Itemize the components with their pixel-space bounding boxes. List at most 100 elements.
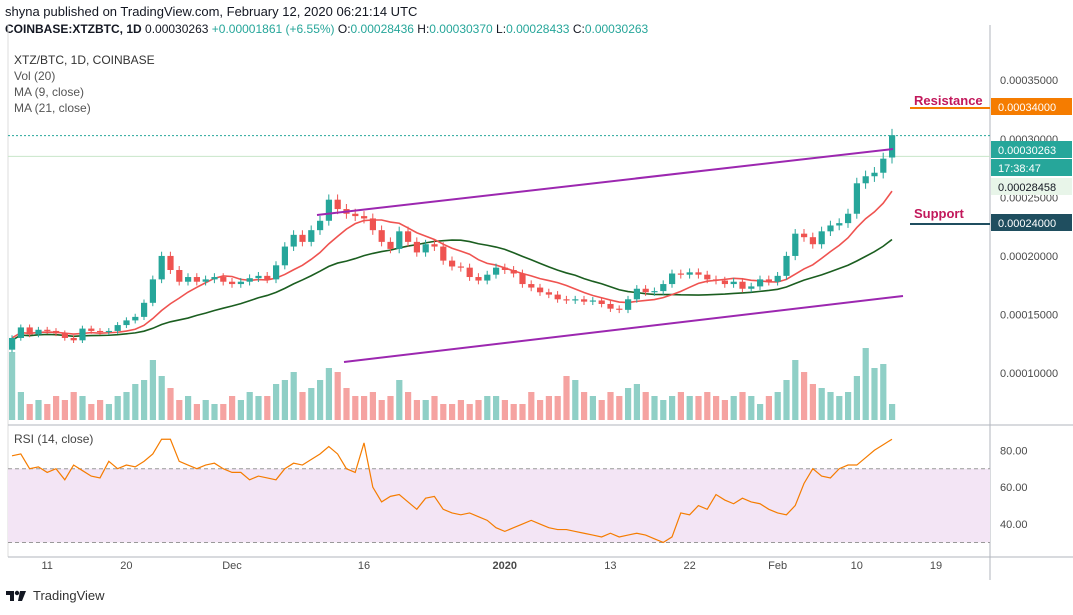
candle-body — [361, 216, 368, 219]
candle-body — [176, 270, 183, 282]
candle-body — [669, 273, 676, 285]
volume-bar — [607, 392, 614, 420]
volume-bar — [422, 400, 429, 420]
publisher-line: shyna published on TradingView.com, Febr… — [5, 4, 418, 19]
ma21-line — [11, 238, 893, 341]
volume-bar — [704, 392, 711, 420]
volume-bar — [440, 404, 447, 420]
candle-body — [757, 279, 764, 287]
candle-body — [537, 287, 544, 293]
rsi-line — [11, 438, 893, 544]
volume-bar — [114, 396, 121, 420]
price-change: +0.00001861 (+6.55%) — [211, 22, 335, 36]
volume-bar — [290, 372, 297, 420]
candle-body — [79, 328, 86, 341]
volume-bar — [369, 392, 376, 420]
volume-bar — [783, 380, 790, 420]
volume-bar — [53, 396, 60, 420]
volume-bar — [809, 384, 816, 420]
volume-bar — [871, 368, 878, 420]
candle-body — [211, 277, 218, 280]
legend-volume: Vol (20) — [14, 69, 56, 83]
legend-title: XTZ/BTC, 1D, COINBASE — [14, 53, 155, 67]
candle-body — [660, 284, 667, 292]
support-badge-bg — [991, 214, 1072, 231]
candle-body — [387, 241, 394, 249]
volume-bar — [598, 400, 605, 420]
candle-body — [730, 281, 737, 285]
candle-body — [449, 260, 456, 267]
volume-bar — [70, 392, 77, 420]
volume-bar — [281, 380, 288, 420]
resistance-label: Resistance — [914, 93, 983, 108]
candle-body — [880, 158, 887, 173]
candle-body — [352, 213, 359, 217]
volume-bar — [308, 388, 315, 420]
volume-bar — [237, 400, 244, 420]
candle-body — [642, 288, 649, 293]
candle-body — [484, 274, 491, 281]
candle-body — [581, 299, 588, 302]
volume-bar — [193, 404, 200, 420]
volume-bar — [352, 396, 359, 420]
candle-body — [818, 231, 825, 245]
tradingview-logo-icon — [6, 590, 26, 601]
volume-bar — [264, 396, 271, 420]
close-label: C: — [572, 22, 585, 36]
candle-body — [290, 234, 297, 247]
volume-bar — [677, 392, 684, 420]
candle-body — [783, 255, 790, 276]
candle-body — [378, 230, 385, 242]
volume-bar — [457, 400, 464, 420]
ma-value-badge: 0.00028458 — [998, 182, 1056, 194]
candle-body — [88, 328, 95, 331]
volume-bar — [167, 388, 174, 420]
ma-value-badge-bg — [991, 178, 1072, 195]
candle-body — [255, 275, 262, 279]
volume-bar — [616, 396, 623, 420]
candle-body — [792, 233, 799, 256]
volume-bar — [229, 396, 236, 420]
candle-body — [836, 223, 843, 226]
volume-bar — [431, 396, 438, 420]
time-tick-label: 22 — [683, 560, 695, 572]
candle-body — [889, 135, 896, 158]
time-tick-label: 13 — [604, 560, 616, 572]
candle-body — [554, 294, 561, 300]
volume-bar — [79, 396, 86, 420]
candle-body — [457, 266, 464, 268]
volume-bar — [88, 404, 95, 420]
legend-ma9: MA (9, close) — [14, 85, 85, 99]
open-value: 0.00028436 — [350, 22, 414, 36]
volume-bar — [105, 404, 112, 420]
volume-bar — [625, 388, 632, 420]
volume-bar — [123, 392, 130, 420]
candle-body — [334, 199, 341, 210]
time-tick-label: 16 — [358, 560, 370, 572]
candle-body — [185, 277, 192, 282]
candle-body — [853, 183, 860, 214]
volume-bar — [299, 392, 306, 420]
symbol-quote-line: COINBASE:XTZBTC, 1D 0.00030263 +0.000018… — [5, 22, 648, 36]
candle-body — [501, 267, 508, 270]
volume-bar — [17, 392, 24, 420]
volume-bar — [176, 400, 183, 420]
volume-bar — [563, 376, 570, 420]
candle-body — [510, 270, 517, 274]
volume-bar — [9, 352, 16, 420]
candle-body — [651, 291, 658, 293]
volume-bar — [475, 400, 482, 420]
candle-body — [493, 267, 500, 275]
volume-bar — [149, 360, 156, 420]
lower-trendline — [343, 295, 904, 363]
tradingview-footer[interactable]: TradingView — [5, 588, 105, 603]
candle-body — [528, 284, 535, 288]
support-label: Support — [914, 206, 964, 221]
volume-bar — [739, 392, 746, 420]
volume-bar — [61, 400, 68, 420]
countdown-badge-bg — [991, 159, 1072, 176]
time-tick-label: Dec — [222, 560, 242, 572]
volume-bar — [273, 384, 280, 420]
resistance-badge: 0.00034000 — [998, 102, 1056, 114]
